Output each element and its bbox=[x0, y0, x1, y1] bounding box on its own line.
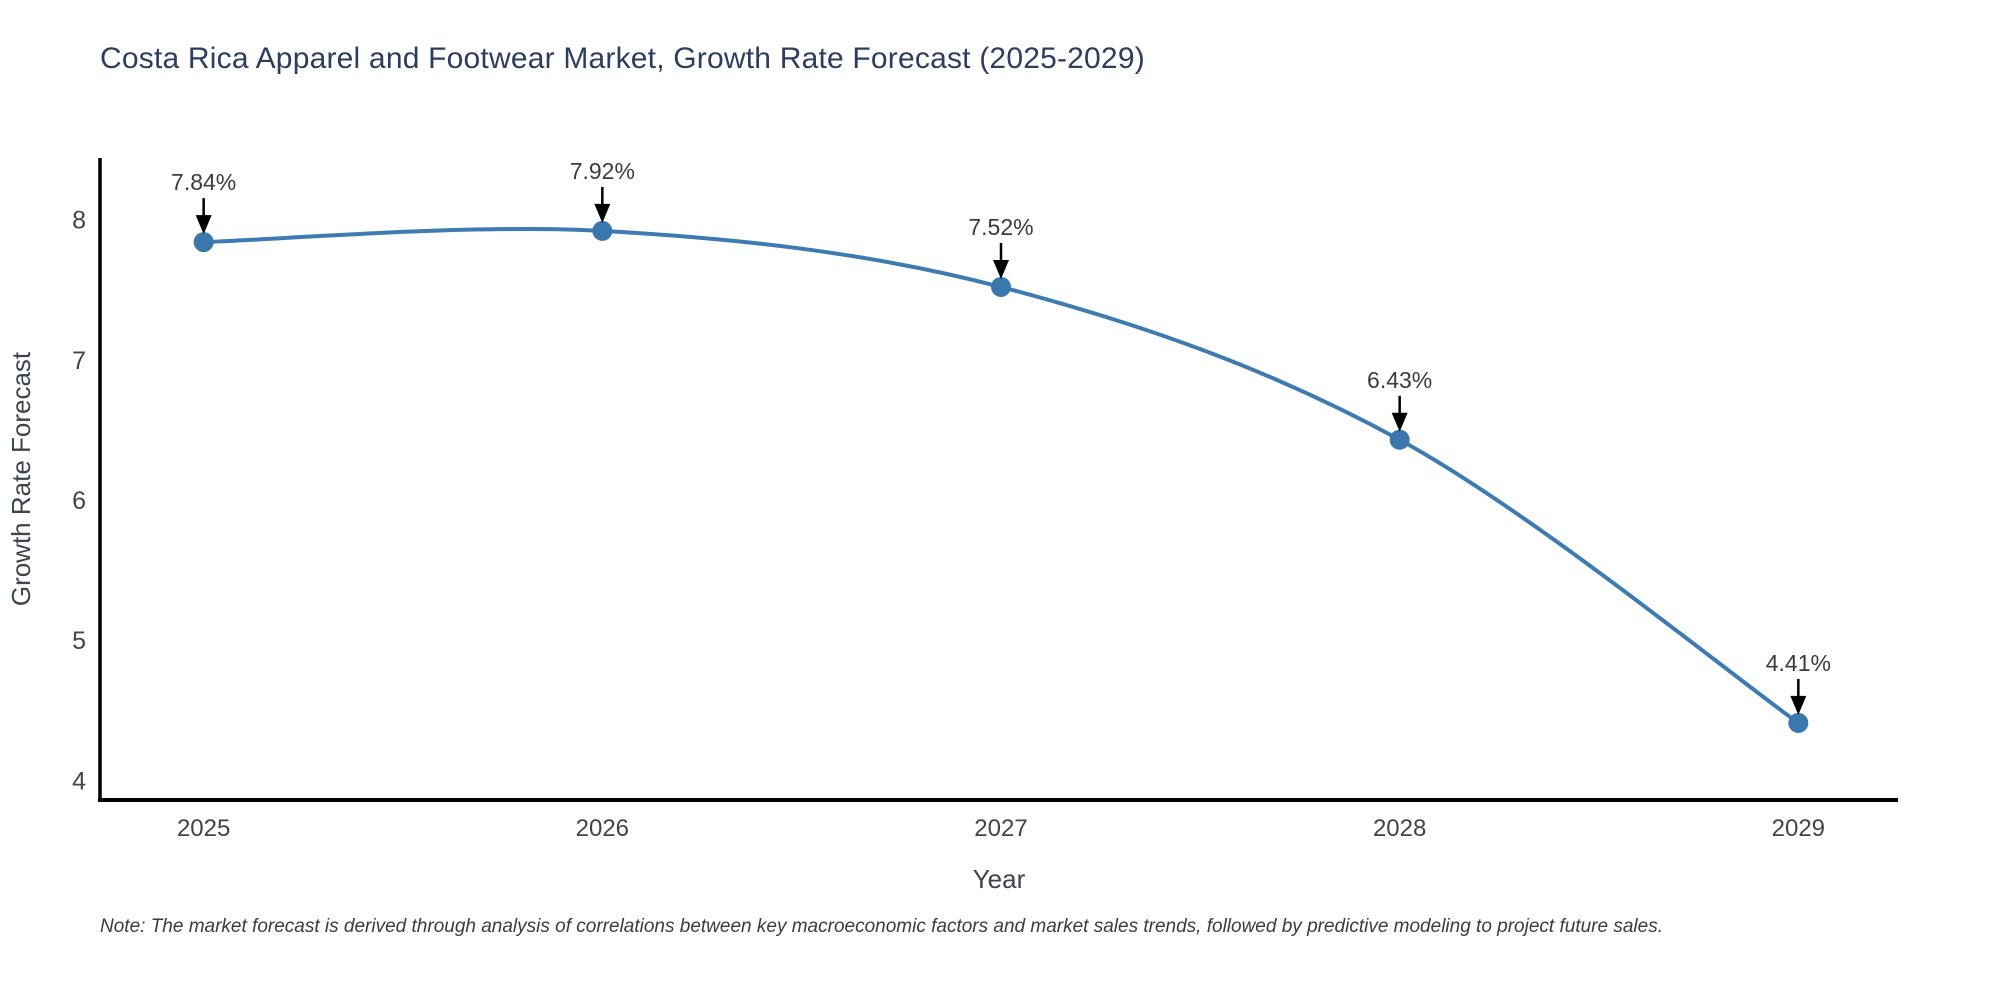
x-tick-label-2026: 2026 bbox=[576, 815, 629, 842]
annotation-arrowhead-2026 bbox=[594, 203, 611, 223]
x-tick-label-2029: 2029 bbox=[1772, 815, 1825, 842]
y-tick-label-5: 5 bbox=[72, 627, 86, 655]
data-point-marker-2026 bbox=[592, 220, 613, 241]
data-point-label-2028: 6.43% bbox=[1367, 367, 1432, 393]
chart-title: Costa Rica Apparel and Footwear Market, … bbox=[100, 42, 1145, 75]
x-axis-title: Year bbox=[973, 864, 1026, 894]
annotation-arrowhead-2027 bbox=[992, 259, 1009, 279]
data-point-marker-2027 bbox=[990, 276, 1011, 297]
chart-note: Note: The market forecast is derived thr… bbox=[100, 916, 1663, 937]
data-point-marker-2029 bbox=[1788, 712, 1809, 733]
y-tick-label-6: 6 bbox=[72, 487, 86, 515]
data-point-label-2027: 7.52% bbox=[968, 214, 1033, 240]
y-axis-title: Growth Rate Forecast bbox=[6, 351, 36, 606]
x-tick-label-2028: 2028 bbox=[1373, 815, 1426, 842]
y-tick-label-4: 4 bbox=[72, 767, 86, 795]
data-point-marker-2028 bbox=[1389, 429, 1410, 450]
series-line bbox=[201, 227, 1801, 725]
data-point-marker-2025 bbox=[193, 232, 214, 253]
x-tick-label-2025: 2025 bbox=[177, 815, 230, 842]
data-point-label-2029: 4.41% bbox=[1766, 650, 1831, 676]
x-tick-label-2027: 2027 bbox=[974, 815, 1027, 842]
y-tick-label-7: 7 bbox=[72, 347, 86, 375]
annotation-arrowhead-2028 bbox=[1391, 412, 1408, 432]
y-tick-label-8: 8 bbox=[72, 207, 86, 235]
data-point-label-2026: 7.92% bbox=[570, 158, 635, 184]
data-point-label-2025: 7.84% bbox=[171, 169, 236, 195]
annotation-arrowhead-2025 bbox=[195, 215, 212, 235]
annotation-arrowhead-2029 bbox=[1790, 695, 1807, 715]
